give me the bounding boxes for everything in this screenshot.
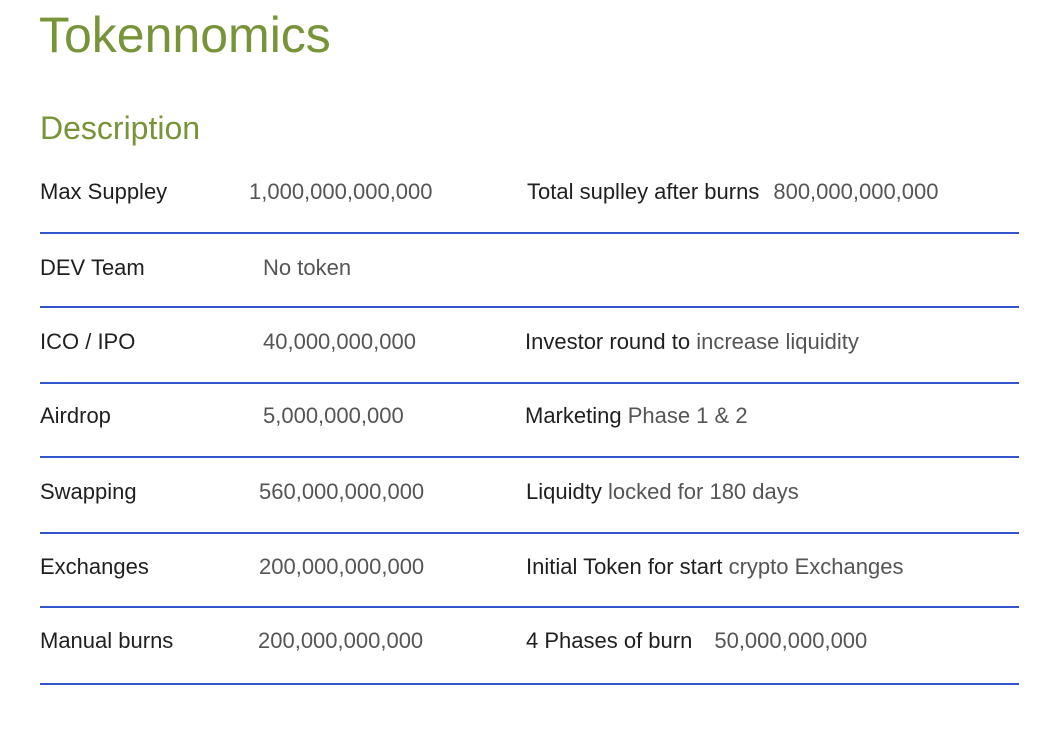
row-amount: 5,000,000,000 xyxy=(263,403,404,428)
row-label: Exchanges xyxy=(40,554,149,579)
row-amount: 1,000,000,000,000 xyxy=(249,179,433,204)
row-amount: 40,000,000,000 xyxy=(263,329,416,354)
row-label: Swapping xyxy=(40,479,137,504)
section-title-description: Description xyxy=(40,110,201,146)
row-note: Investor round to increase liquidity xyxy=(525,328,859,356)
row-note: 4 Phases of burn 50,000,000,000 xyxy=(526,627,867,655)
row-note-value: crypto Exchanges xyxy=(728,554,904,579)
table-row-manual-burns: Manual burns 200,000,000,000 4 Phases of… xyxy=(40,608,1019,685)
row-note-key: Total suplley after burns xyxy=(527,179,760,204)
row-amount: No token xyxy=(263,255,352,280)
row-note-value: locked for 180 days xyxy=(607,479,799,504)
row-amount: 200,000,000,000 xyxy=(258,628,424,653)
row-note-value: Phase 1 & 2 xyxy=(627,403,748,428)
row-note-value: increase liquidity xyxy=(696,329,859,354)
table-row-max-supply: Max Suppley 1,000,000,000,000 Total supl… xyxy=(40,158,1019,234)
row-note: Total suplley after burns 800,000,000,000 xyxy=(527,178,939,206)
table-row-ico-ipo: ICO / IPO 40,000,000,000 Investor round … xyxy=(40,308,1019,384)
row-note-value: 50,000,000,000 xyxy=(714,628,868,653)
row-label: Max Suppley xyxy=(40,179,168,204)
row-note-key: Liquidty xyxy=(526,479,602,504)
row-label: ICO / IPO xyxy=(40,329,136,354)
row-label: Airdrop xyxy=(40,403,111,428)
row-note: Marketing Phase 1 & 2 xyxy=(525,402,748,430)
row-note: Initial Token for start crypto Exchanges xyxy=(526,553,903,581)
row-label: Manual burns xyxy=(40,628,174,653)
page-title: Tokennomics xyxy=(39,7,331,63)
row-note-key: Investor round to xyxy=(525,329,691,354)
row-label: DEV Team xyxy=(40,255,145,280)
row-note-key: Marketing xyxy=(525,403,622,428)
row-note-key: Initial Token for start xyxy=(526,554,723,579)
row-note-key: 4 Phases of burn xyxy=(526,628,693,653)
tokenomics-table: Max Suppley 1,000,000,000,000 Total supl… xyxy=(40,158,1019,685)
row-amount: 200,000,000,000 xyxy=(259,554,425,579)
row-note-value: 800,000,000,000 xyxy=(773,179,939,204)
row-note: Liquidty locked for 180 days xyxy=(526,478,799,506)
table-row-exchanges: Exchanges 200,000,000,000 Initial Token … xyxy=(40,534,1019,608)
table-row-airdrop: Airdrop 5,000,000,000 Marketing Phase 1 … xyxy=(40,384,1019,458)
table-row-dev-team: DEV Team No token xyxy=(40,234,1019,308)
row-amount: 560,000,000,000 xyxy=(259,479,425,504)
table-row-swapping: Swapping 560,000,000,000 Liquidty locked… xyxy=(40,458,1019,534)
